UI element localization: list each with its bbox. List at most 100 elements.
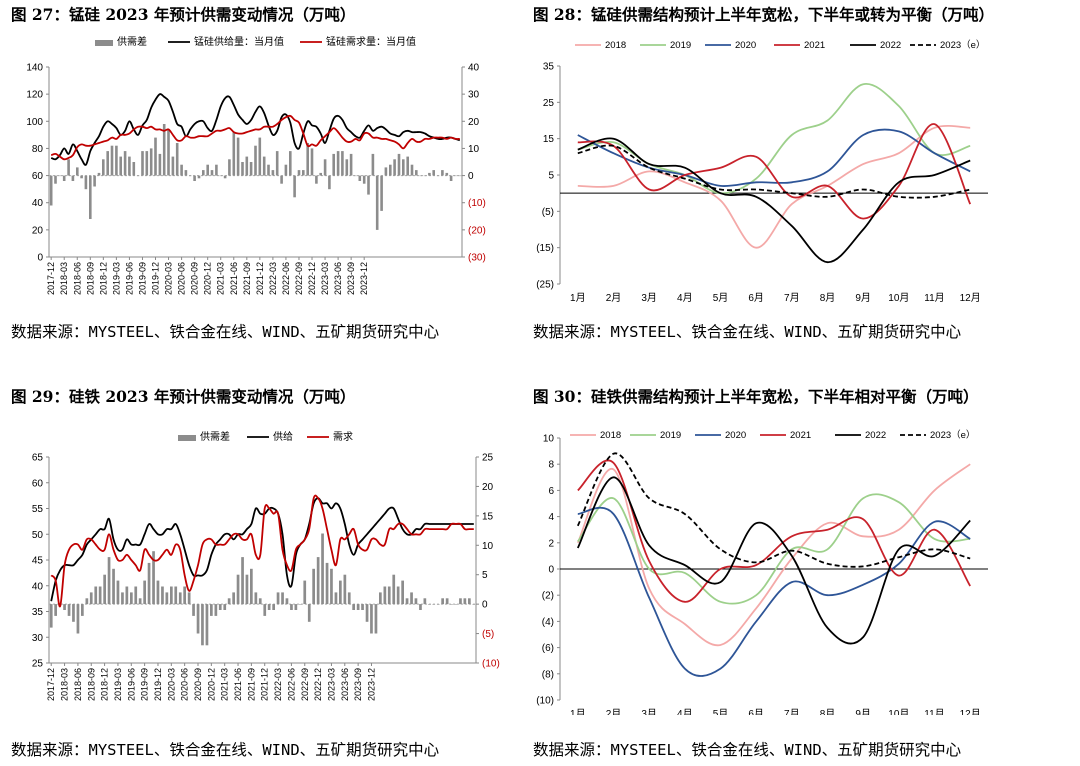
bar-balance [370,604,373,634]
bar-balance [343,574,347,605]
bar-balance [245,156,249,176]
bar-balance [415,170,418,176]
right-axis-tick-label: 40 [468,63,480,74]
bar-balance [459,598,462,605]
left-axis-tick-label: 55 [32,504,44,515]
bar-balance [154,137,157,176]
bar-balance [189,175,192,177]
x-axis-tick-label: 2019-03 [113,668,123,701]
bar-balance [428,172,431,176]
bar-balance [206,164,209,176]
bar-balance [241,557,244,605]
bar-balance [267,604,271,610]
legend-label: 2023（e） [940,39,985,51]
legend-label: 锰硅需求量：当月值 [326,35,416,48]
bar-balance [401,580,404,605]
legend-label: 2020 [725,430,746,441]
bar-balance [299,604,302,605]
bar-balance [302,170,305,176]
bar-balance [80,175,83,179]
x-axis-tick-label: 3月 [641,708,657,715]
x-axis-tick-label: 2021-12 [260,668,270,701]
x-axis-tick-label: 2018-12 [100,668,110,701]
bar-balance [193,175,196,181]
bar-balance [67,159,70,176]
bar-balance [410,164,414,176]
bar-balance [354,175,357,177]
bar-balance [171,156,175,176]
x-axis-tick-label: 2023-12 [359,262,369,295]
bar-balance [361,604,364,610]
bar-balance [228,159,231,176]
x-axis-tick-label: 2021-09 [242,262,252,295]
figure-27-title: 图 27：锰硅 2023 年预计供需变动情况（万吨） [11,5,356,24]
x-axis-tick-label: 2019-12 [153,668,163,701]
x-axis-tick-label: 7月 [784,292,800,304]
bar-balance [450,604,453,605]
legend-label: 2020 [735,40,756,51]
bar-balance [110,145,114,176]
bar-balance [356,604,360,610]
x-axis-tick-label: 2020-12 [203,262,213,295]
bar-balance [297,170,301,176]
x-axis-tick-label: 11月 [924,292,944,304]
bar-balance [362,175,366,184]
bar-balance [458,175,462,177]
bar-balance [201,604,204,646]
right-axis-tick-label: 10 [468,144,480,155]
bar-balance [210,170,214,176]
bar-balance [132,162,136,176]
x-axis-tick-label: 2019-09 [140,668,150,701]
left-axis-tick-label: 60 [32,171,44,182]
bar-balance [284,164,288,176]
right-axis-tick-label: (30) [468,253,486,264]
left-axis-tick-label: 140 [26,63,43,74]
x-axis-tick-label: 9月 [855,708,871,715]
y-axis-tick-label: (25) [536,280,554,291]
x-axis-tick-label: 5月 [713,292,729,304]
legend-swatch-bar [95,40,113,46]
bar-balance [258,137,262,176]
bar-balance [62,175,66,181]
bar-balance [103,574,106,605]
series-line-2023（e） [577,144,971,199]
right-axis-tick-label: 20 [482,482,494,493]
x-axis-tick-label: 1月 [570,708,586,715]
x-axis-tick-label: 6月 [748,708,764,715]
series-line-2021 [577,123,972,220]
y-axis-tick-label: 0 [548,565,554,576]
x-axis-tick-label: 7月 [784,708,800,715]
y-axis-tick-label: 6 [548,486,554,497]
bar-balance [161,586,164,605]
bar-balance [178,592,182,605]
bar-balance [290,604,293,610]
bar-balance [232,592,235,605]
bar-balance [334,592,338,605]
bar-balance [210,604,213,616]
y-axis-tick-label: 10 [543,434,555,445]
x-axis-tick-label: 2019-12 [151,262,161,295]
left-axis-tick-label: 120 [26,90,43,101]
bar-balance [63,604,66,610]
x-axis-tick-label: 2017-12 [46,668,56,701]
right-axis-tick-label: (20) [468,225,486,236]
bar-balance [54,604,57,616]
bar-balance [158,153,162,176]
bar-balance [312,568,315,605]
bar-balance [410,592,413,605]
bar-balance [271,170,275,176]
x-axis-tick-label: 2022-12 [313,668,323,701]
legend-label: 锰硅供给量：当月值 [194,35,284,48]
bar-balance [419,175,422,177]
x-axis-tick-label: 2020-09 [190,262,200,295]
left-axis-tick-label: 45 [32,556,44,567]
bar-balance [107,557,111,605]
x-axis-tick-label: 12月 [960,708,981,715]
series-line-2019 [577,493,971,605]
bar-balance [89,175,92,219]
right-axis-tick-label: (10) [482,659,500,670]
right-axis-tick-label: 0 [468,171,474,182]
left-axis-tick-label: 40 [32,198,44,209]
x-axis-tick-label: 3月 [641,292,657,304]
bar-balance [380,175,383,211]
